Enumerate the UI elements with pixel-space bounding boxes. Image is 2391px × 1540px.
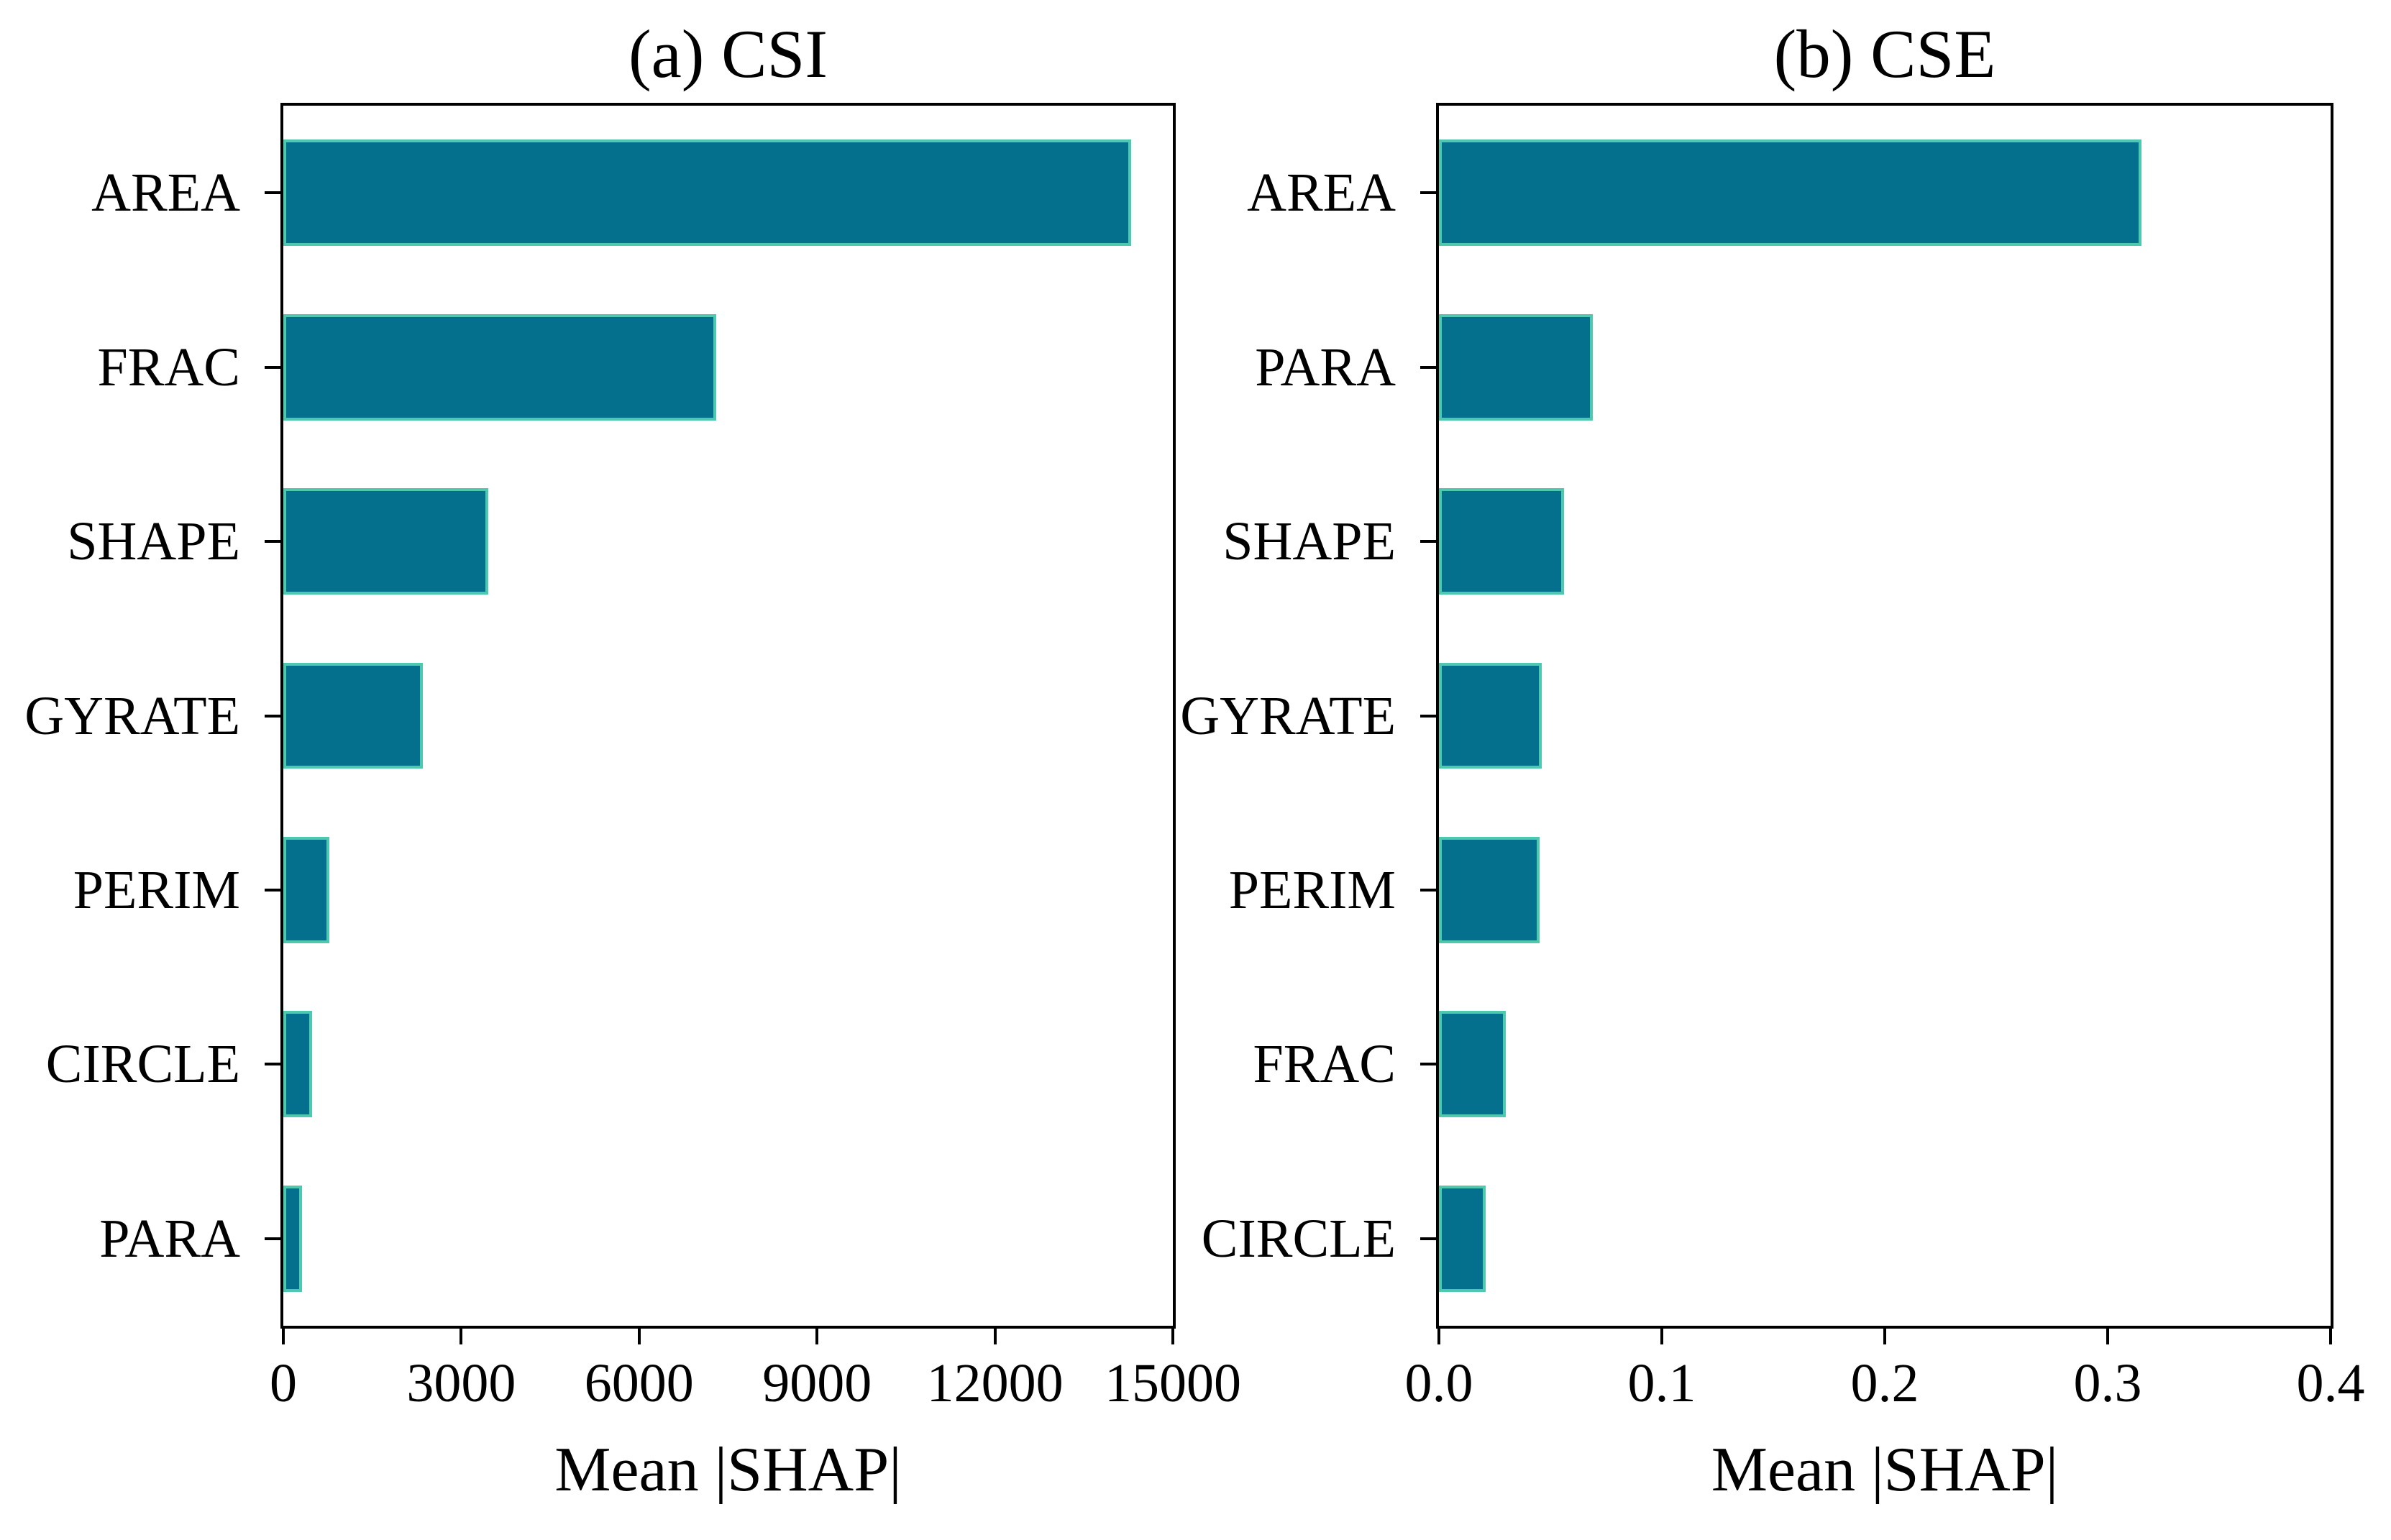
y-tick <box>265 888 280 892</box>
y-tick-label-shape: SHAPE <box>1222 511 1396 572</box>
x-axis-label-csi: Mean |SHAP| <box>554 1435 902 1505</box>
x-tick-label: 0.1 <box>1627 1353 1696 1413</box>
x-tick-label: 0.4 <box>2296 1353 2365 1413</box>
y-tick <box>265 714 280 718</box>
y-tick <box>1420 1063 1436 1066</box>
y-tick-label-para: PARA <box>1255 336 1396 398</box>
y-tick-label-frac: FRAC <box>97 336 240 398</box>
bar-gyrate <box>283 662 423 769</box>
bar-para <box>283 1185 302 1292</box>
y-tick-label-shape: SHAPE <box>67 511 240 572</box>
x-tick <box>460 1329 463 1344</box>
bar-area <box>1439 139 2141 247</box>
bar-area <box>283 139 1131 247</box>
y-tick-label-area: AREA <box>91 162 240 224</box>
x-tick <box>282 1329 285 1344</box>
bar-perim <box>283 836 329 943</box>
x-tick-label: 9000 <box>762 1353 872 1413</box>
y-tick-label-perim: PERIM <box>73 859 240 920</box>
x-tick-label: 6000 <box>584 1353 694 1413</box>
y-tick <box>265 191 280 195</box>
x-tick <box>1660 1329 1663 1344</box>
plot-area-cse: AREA PARA SHAPE GYRATE PERIM FRAC CIRCLE 0.0 0.1… <box>1180 103 2365 1411</box>
bar-shape <box>1439 488 1564 595</box>
x-tick-label: 0.3 <box>2073 1353 2142 1413</box>
y-tick <box>265 365 280 369</box>
x-tick-label: 0 <box>270 1353 297 1413</box>
x-tick-label: 3000 <box>406 1353 516 1413</box>
y-tick-label-gyrate: GYRATE <box>24 685 240 746</box>
chart-title-cse: (b) CSE <box>1773 16 1996 92</box>
chart-title-csi: (a) CSI <box>628 16 828 92</box>
y-tick <box>1420 714 1436 718</box>
bar-perim <box>1439 836 1540 943</box>
y-tick-label-perim: PERIM <box>1228 859 1396 920</box>
x-tick <box>1883 1329 1886 1344</box>
bar-shape <box>283 488 488 595</box>
x-tick-label: 15000 <box>1105 1353 1241 1413</box>
x-tick <box>993 1329 997 1344</box>
y-tick-label-gyrate: GYRATE <box>1180 685 1396 746</box>
bar-circle <box>1439 1185 1486 1292</box>
x-tick <box>2106 1329 2109 1344</box>
y-tick <box>1420 888 1436 892</box>
x-tick <box>2329 1329 2332 1344</box>
y-tick <box>1420 191 1436 195</box>
y-tick-label-circle: CIRCLE <box>45 1034 240 1095</box>
y-tick <box>1420 1237 1436 1240</box>
x-tick <box>815 1329 819 1344</box>
x-tick-label: 12000 <box>926 1353 1064 1413</box>
y-tick <box>1420 540 1436 544</box>
bar-circle <box>283 1011 312 1118</box>
y-tick-label-para: PARA <box>99 1208 240 1269</box>
x-tick-label: 0.0 <box>1404 1353 1473 1413</box>
x-tick <box>1171 1329 1174 1344</box>
x-axis-label-cse: Mean |SHAP| <box>1711 1435 2059 1505</box>
y-tick-label-circle: CIRCLE <box>1201 1208 1396 1269</box>
y-tick <box>265 1063 280 1066</box>
plot-area-csi: AREA FRAC SHAPE GYRATE PERIM CIRCLE PARA 0 3000 6… <box>24 103 1241 1411</box>
y-tick-label-frac: FRAC <box>1253 1034 1396 1095</box>
bar-frac <box>1439 1011 1506 1118</box>
bar-gyrate <box>1439 662 1542 769</box>
x-tick <box>1437 1329 1440 1344</box>
y-tick <box>1420 365 1436 369</box>
y-tick <box>265 540 280 544</box>
bar-para <box>1439 313 1593 421</box>
x-tick <box>637 1329 641 1344</box>
y-tick-label-area: AREA <box>1247 162 1396 224</box>
y-tick <box>265 1237 280 1240</box>
bar-frac <box>283 313 716 421</box>
x-tick-label: 0.2 <box>1850 1353 1919 1413</box>
